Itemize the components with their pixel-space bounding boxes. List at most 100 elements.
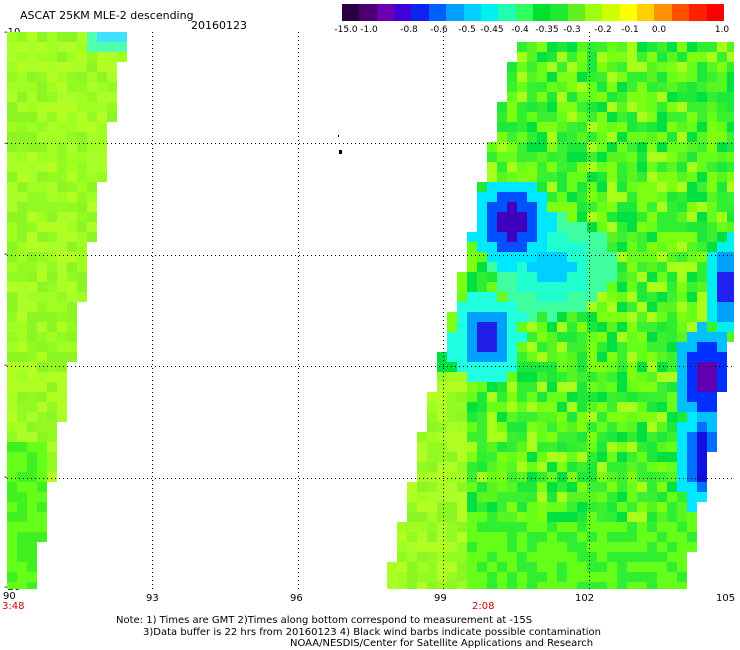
wind-cell [47, 212, 57, 222]
wind-cell [97, 112, 107, 122]
wind-cell [677, 292, 687, 302]
wind-cell [77, 72, 87, 82]
wind-cell [577, 362, 587, 372]
wind-cell [117, 32, 127, 42]
wind-cell [667, 162, 677, 172]
wind-cell [617, 212, 627, 222]
wind-cell [637, 182, 647, 192]
wind-cell [507, 252, 517, 262]
wind-cell [507, 142, 517, 152]
color-scale-swatch [567, 4, 586, 21]
wind-cell [537, 112, 547, 122]
wind-cell [697, 42, 707, 52]
wind-cell [607, 412, 617, 422]
lat-lon-grid [7, 32, 734, 589]
wind-cell [617, 472, 627, 482]
wind-cell [547, 232, 557, 242]
wind-cell [77, 102, 87, 112]
wind-cell [7, 152, 17, 162]
wind-cell [507, 482, 517, 492]
wind-cell [37, 382, 47, 392]
wind-cell [37, 292, 47, 302]
wind-cell [507, 562, 517, 572]
wind-cell [637, 562, 647, 572]
wind-cell [607, 302, 617, 312]
wind-cell [497, 172, 507, 182]
wind-cell [517, 332, 527, 342]
wind-cell [507, 582, 517, 589]
wind-cell [677, 522, 687, 532]
wind-cell [67, 172, 77, 182]
wind-cell [27, 202, 37, 212]
wind-cell [427, 582, 437, 589]
wind-cell [657, 82, 667, 92]
wind-cell [437, 392, 447, 402]
wind-cell [37, 532, 47, 542]
wind-cell [597, 82, 607, 92]
wind-cell [27, 172, 37, 182]
wind-cell [37, 482, 47, 492]
wind-cell [67, 222, 77, 232]
wind-cell [17, 122, 27, 132]
wind-cell [497, 562, 507, 572]
wind-cell [577, 212, 587, 222]
wind-cell [427, 472, 437, 482]
wind-cell [637, 122, 647, 132]
wind-cell [717, 282, 727, 292]
wind-cell [527, 62, 537, 72]
wind-cell [507, 122, 517, 132]
wind-cell [457, 392, 467, 402]
wind-cell [727, 182, 734, 192]
wind-cell [627, 432, 637, 442]
wind-cell [697, 432, 707, 442]
wind-cell [477, 502, 487, 512]
wind-cell [657, 322, 667, 332]
wind-cell [657, 272, 667, 282]
wind-cell [637, 72, 647, 82]
wind-cell [727, 152, 734, 162]
wind-cell [47, 392, 57, 402]
wind-cell [657, 532, 667, 542]
wind-cell [47, 402, 57, 412]
wind-cell [637, 242, 647, 252]
wind-cell [557, 382, 567, 392]
wind-cell [717, 62, 727, 72]
wind-cell [597, 132, 607, 142]
wind-cell [567, 552, 577, 562]
wind-cell [607, 272, 617, 282]
wind-cell [67, 142, 77, 152]
wind-cell [587, 352, 597, 362]
wind-cell [87, 232, 97, 242]
wind-cell [47, 52, 57, 62]
wind-cell [617, 272, 627, 282]
wind-cell [677, 512, 687, 522]
wind-cell [517, 232, 527, 242]
wind-cell [537, 82, 547, 92]
wind-cell [547, 292, 557, 302]
wind-cell [37, 372, 47, 382]
wind-cell [697, 152, 707, 162]
wind-cell [27, 62, 37, 72]
wind-cell [67, 292, 77, 302]
wind-cell [507, 542, 517, 552]
wind-cell [437, 432, 447, 442]
wind-cell [617, 282, 627, 292]
wind-cell [27, 442, 37, 452]
wind-cell [437, 572, 447, 582]
wind-cell [577, 472, 587, 482]
wind-cell [427, 542, 437, 552]
wind-cell [477, 512, 487, 522]
wind-cell [477, 342, 487, 352]
wind-cell [717, 262, 727, 272]
wind-cell [727, 42, 734, 52]
wind-cell [637, 472, 647, 482]
wind-cell [707, 182, 717, 192]
wind-cell [537, 142, 547, 152]
wind-cell [487, 342, 497, 352]
wind-cell [7, 42, 17, 52]
wind-cell [557, 412, 567, 422]
wind-cell [707, 402, 717, 412]
wind-cell [507, 532, 517, 542]
wind-cell [477, 492, 487, 502]
wind-cell [557, 222, 567, 232]
